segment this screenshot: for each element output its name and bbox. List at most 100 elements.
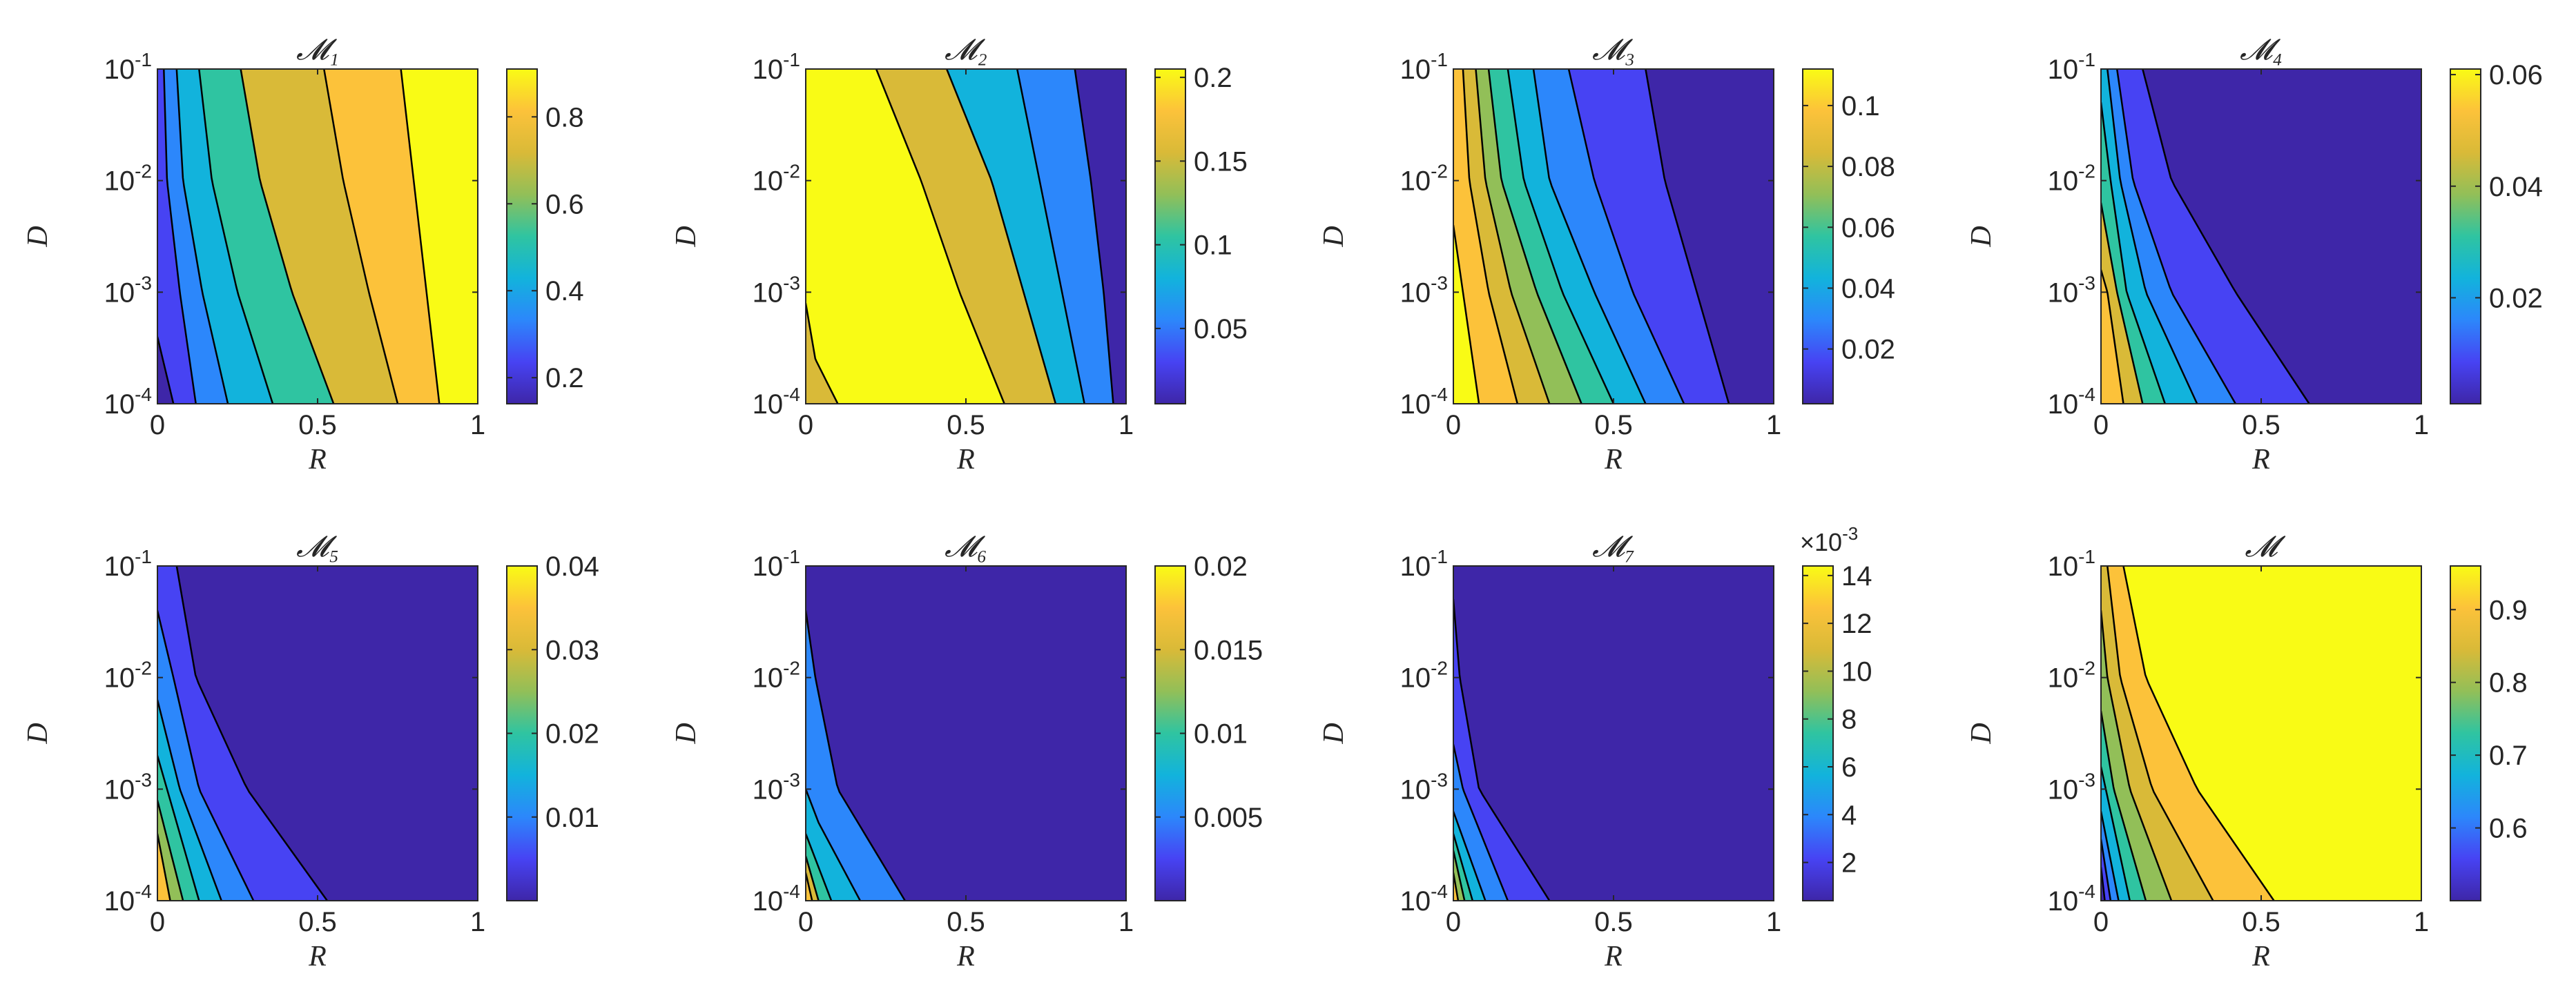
- y-axis-label: D: [1966, 723, 1997, 744]
- colorbar-tick-label: 0.15: [1194, 146, 1248, 177]
- colorbar: [1154, 68, 1186, 404]
- contour-area: [157, 566, 478, 901]
- y-tick-label: 10-4: [2048, 384, 2095, 420]
- x-tick-label: 0.5: [1594, 410, 1633, 440]
- x-tick-label: 0.5: [2242, 410, 2280, 440]
- y-tick-exponent: -4: [135, 881, 152, 902]
- x-tick-label: 1: [1766, 410, 1781, 440]
- y-tick-base: 10: [2048, 277, 2079, 308]
- x-tick-label: 0: [798, 410, 813, 440]
- y-tick-label: 10-2: [753, 658, 800, 694]
- contour-band-1: [806, 609, 907, 901]
- colorbar-tick-label: 0.2: [545, 363, 584, 393]
- y-tick-exponent: -2: [2078, 658, 2095, 679]
- y-tick-label: 10-1: [104, 49, 152, 85]
- x-axis-label: R: [1604, 941, 1623, 972]
- y-tick-base: 10: [1400, 55, 1431, 85]
- x-tick-label: 0: [2093, 410, 2109, 440]
- contour-band-6: [157, 69, 197, 404]
- y-tick-base: 10: [753, 55, 784, 85]
- y-tick-label: 10-4: [1400, 881, 1448, 917]
- colorbar-tick-label: 0.1: [1194, 231, 1232, 261]
- x-tick-label: 0: [2093, 907, 2109, 937]
- y-tick-exponent: -1: [783, 546, 800, 567]
- y-tick-base: 10: [1400, 277, 1431, 308]
- y-tick-exponent: -1: [1431, 546, 1448, 567]
- y-tick-label: 10-1: [2048, 546, 2095, 582]
- y-tick-base: 10: [2048, 663, 2079, 694]
- y-tick-base: 10: [1400, 166, 1431, 197]
- y-axis-label: D: [1318, 226, 1350, 247]
- y-tick-base: 10: [104, 886, 135, 917]
- x-axis-label: R: [956, 941, 975, 972]
- contour-area: [1453, 566, 1774, 901]
- contour-area: [1453, 69, 1774, 404]
- contour-band-5: [806, 302, 839, 404]
- colorbar-tick-label: 0.015: [1194, 635, 1263, 665]
- colorbar: [1802, 68, 1834, 404]
- x-tick-label: 1: [1118, 410, 1134, 440]
- y-tick-exponent: -3: [2078, 769, 2095, 790]
- x-tick-label: 1: [1118, 907, 1134, 937]
- y-tick-base: 10: [1400, 774, 1431, 805]
- contour-band-8: [1453, 224, 1480, 404]
- y-tick-exponent: -2: [783, 658, 800, 679]
- y-tick-base: 10: [1400, 663, 1431, 694]
- colorbar: [2450, 68, 2481, 404]
- colorbar-tick-label: 0.04: [2489, 172, 2543, 202]
- x-axis-label: R: [956, 444, 975, 476]
- colorbar-tick-label: 0.4: [545, 276, 584, 306]
- colorbar-tick-label: 0.6: [2489, 814, 2528, 844]
- y-tick-label: 10-2: [753, 161, 800, 197]
- contour-area: [806, 566, 1126, 901]
- contour-area: [157, 69, 478, 404]
- colorbar-multiplier-base: ×10: [1800, 528, 1842, 556]
- y-tick-base: 10: [2048, 389, 2079, 420]
- y-tick-label: 10-3: [1400, 769, 1448, 805]
- colorbar-tick-label: 0.01: [545, 803, 599, 833]
- y-tick-exponent: -3: [135, 769, 152, 790]
- colorbar-tick-label: 0.2: [1194, 63, 1232, 93]
- colorbar-tick-label: 2: [1841, 848, 1857, 879]
- contour-band-7: [1453, 69, 1519, 404]
- x-tick-label: 0.5: [2242, 907, 2280, 937]
- contour-band-4: [1074, 69, 1126, 404]
- x-tick-label: 0: [1446, 907, 1461, 937]
- colorbar-tick-label: 0.02: [1841, 335, 1895, 365]
- colorbar-tick-label: 0.8: [2489, 668, 2528, 698]
- colorbar-tick-label: 0.8: [545, 102, 584, 133]
- y-tick-base: 10: [2048, 166, 2079, 197]
- x-tick-label: 0.5: [298, 410, 337, 440]
- y-tick-base: 10: [753, 389, 784, 420]
- y-tick-exponent: -4: [783, 384, 800, 405]
- y-tick-exponent: -3: [783, 769, 800, 790]
- colorbar-tick-label: 14: [1841, 561, 1872, 592]
- y-tick-exponent: -2: [1431, 161, 1448, 182]
- x-tick-label: 0.5: [947, 410, 985, 440]
- y-tick-exponent: -2: [135, 161, 152, 182]
- y-tick-label: 10-2: [1400, 658, 1448, 694]
- contour-area: [2101, 566, 2421, 901]
- x-tick-label: 1: [1766, 907, 1781, 937]
- y-tick-base: 10: [104, 774, 135, 805]
- y-tick-exponent: -4: [1431, 384, 1448, 405]
- colorbar: [2450, 565, 2481, 901]
- contour-band-6: [2101, 268, 2124, 404]
- y-tick-label: 10-3: [1400, 272, 1448, 308]
- y-tick-exponent: -4: [2078, 881, 2095, 902]
- x-axis-label: R: [2251, 941, 2270, 972]
- colorbar-tick-label: 0.005: [1194, 803, 1263, 833]
- panel-title: 𝓜₃: [1592, 35, 1635, 66]
- x-tick-label: 0.5: [1594, 907, 1633, 937]
- colorbar-tick-label: 0.1: [1841, 91, 1880, 121]
- colorbar-tick-label: 0.06: [1841, 213, 1895, 243]
- x-tick-label: 0.5: [947, 907, 985, 937]
- x-axis-label: R: [308, 444, 327, 476]
- y-tick-base: 10: [753, 551, 784, 582]
- y-tick-label: 10-2: [1400, 161, 1448, 197]
- colorbar-tick-label: 0.05: [1194, 314, 1248, 344]
- colorbar-tick-label: 0.02: [2489, 283, 2543, 313]
